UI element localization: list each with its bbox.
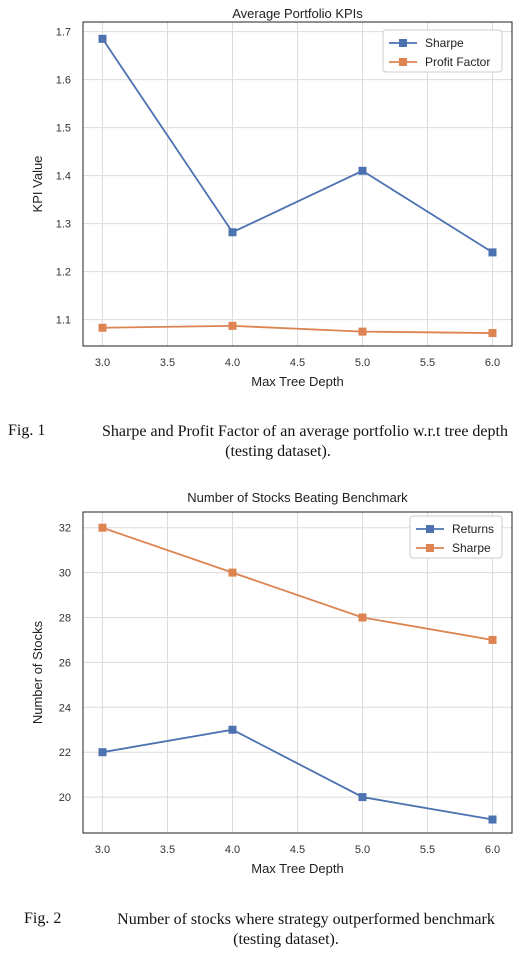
legend-label: Sharpe xyxy=(452,541,491,555)
x-tick-label: 5.5 xyxy=(420,844,435,856)
caption-fig1-line2: (testing dataset). xyxy=(225,443,331,460)
data-point xyxy=(358,166,367,175)
x-tick-label: 6.0 xyxy=(485,357,500,369)
y-tick-label: 1.6 xyxy=(56,75,71,87)
data-point xyxy=(98,34,107,43)
y-tick-label: 1.5 xyxy=(56,123,71,135)
chart-title: Number of Stocks Beating Benchmark xyxy=(187,490,408,505)
series-line-returns xyxy=(102,728,493,821)
plot-frame xyxy=(82,21,513,347)
x-tick-label: 3.5 xyxy=(160,357,175,369)
chart-2: 3.0 3.5 4.0 4.5 5.0 5.5 6.0 20 22 24 26 28 30 32 Numbe… xyxy=(30,490,513,876)
legend-label: Sharpe xyxy=(425,36,464,50)
series-line-sharpe xyxy=(102,526,493,641)
y-tick-label: 1.4 xyxy=(56,171,71,183)
caption-fig2: Fig. 2 Number of stocks where strategy o… xyxy=(0,910,529,954)
y-axis-label: KPI Value xyxy=(30,156,45,213)
data-point xyxy=(488,329,497,338)
data-point xyxy=(228,725,237,734)
x-axis-label: Max Tree Depth xyxy=(251,861,344,876)
x-tick-label: 4.5 xyxy=(290,844,305,856)
plot-frame xyxy=(82,511,513,834)
x-tick-label: 5.0 xyxy=(355,357,370,369)
data-point xyxy=(98,748,107,757)
data-point xyxy=(358,613,367,622)
x-tick-label: 3.0 xyxy=(95,844,110,856)
series-line-sharpe xyxy=(101,38,493,254)
y-tick-label: 24 xyxy=(59,702,71,714)
chart-title: Average Portfolio KPIs xyxy=(232,6,363,21)
x-tick-label: 4.5 xyxy=(290,357,305,369)
legend-marker xyxy=(426,544,434,552)
x-tick-label: 4.0 xyxy=(225,844,240,856)
y-tick-label: 1.1 xyxy=(56,315,71,327)
x-tick-label: 4.0 xyxy=(225,357,240,369)
data-point xyxy=(228,321,237,330)
y-axis-label: Number of Stocks xyxy=(30,620,45,724)
x-tick-label: 5.5 xyxy=(420,357,435,369)
caption-fig1-line1: Sharpe and Profit Factor of an average p… xyxy=(102,423,508,440)
caption-fig2-line1: Number of stocks where strategy outperfo… xyxy=(117,911,495,928)
data-point xyxy=(488,248,497,257)
caption-fig1-number: Fig. 1 xyxy=(8,422,46,439)
y-tick-label: 20 xyxy=(59,792,71,804)
data-point xyxy=(228,228,237,237)
legend-marker xyxy=(399,58,407,66)
chart-1: 3.0 3.5 4.0 4.5 5.0 5.5 6.0 1.1 1.2 1.3 1.4 1.5 1.6 1… xyxy=(30,6,513,389)
data-point xyxy=(98,323,107,332)
y-tick-label: 26 xyxy=(59,657,71,669)
caption-fig2-number: Fig. 2 xyxy=(24,910,62,927)
caption-fig1: Fig. 1 Sharpe and Profit Factor of an av… xyxy=(0,422,529,466)
data-point xyxy=(358,793,367,802)
caption-fig2-line2: (testing dataset). xyxy=(233,931,339,948)
x-tick-label: 3.5 xyxy=(160,844,175,856)
x-tick-label: 6.0 xyxy=(485,844,500,856)
data-point xyxy=(98,523,107,532)
y-tick-label: 22 xyxy=(59,747,71,759)
legend-marker xyxy=(399,39,407,47)
legend-label: Profit Factor xyxy=(425,55,490,69)
x-tick-label: 3.0 xyxy=(95,357,110,369)
y-tick-label: 1.2 xyxy=(56,267,71,279)
legend-marker xyxy=(426,525,434,533)
y-tick-label: 1.7 xyxy=(56,27,71,39)
y-tick-label: 28 xyxy=(59,613,71,625)
data-point xyxy=(228,568,237,577)
data-point xyxy=(358,327,367,336)
y-tick-label: 30 xyxy=(59,568,71,580)
data-point xyxy=(488,815,497,824)
x-tick-label: 5.0 xyxy=(355,844,370,856)
y-tick-label: 32 xyxy=(59,523,71,535)
y-tick-label: 1.3 xyxy=(56,219,71,231)
legend-label: Returns xyxy=(452,522,494,536)
series-line-profit-factor xyxy=(102,324,493,334)
data-point xyxy=(488,635,497,644)
x-axis-label: Max Tree Depth xyxy=(251,374,344,389)
